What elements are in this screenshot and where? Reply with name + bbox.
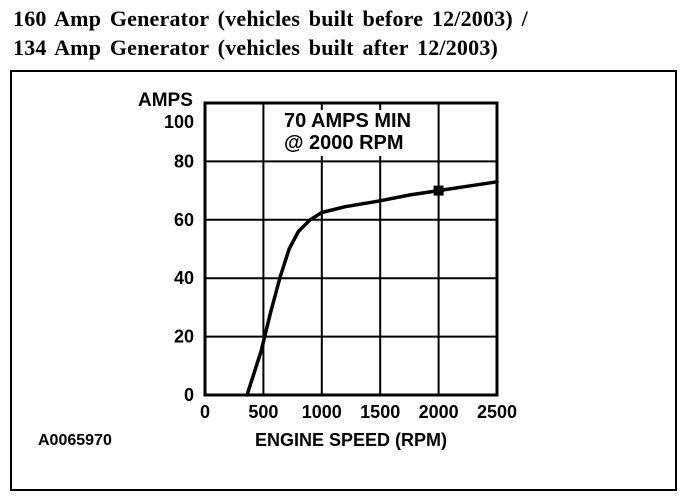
y-tick-label-80: 80 (174, 151, 194, 171)
y-tick-label-60: 60 (174, 210, 194, 230)
chart-annotation: 70 AMPS MIN @ 2000 RPM (278, 110, 418, 156)
x-tick-label-2500: 2500 (477, 402, 517, 422)
y-tick-label-40: 40 (174, 268, 194, 288)
x-tick-label-1000: 1000 (302, 402, 342, 422)
figure-title-line-1: 160 Amp Generator (vehicles built before… (13, 6, 528, 31)
y-tick-label-20: 20 (174, 327, 194, 347)
x-tick-label-500: 500 (248, 402, 278, 422)
x-tick-label-1500: 1500 (360, 402, 400, 422)
plot-border (203, 101, 499, 397)
y-tick-label-100: 100 (164, 112, 194, 132)
reference-point-marker (433, 185, 444, 196)
series-line-0 (245, 180, 499, 397)
y-tick-label-0: 0 (184, 385, 194, 405)
y-axis-title: AMPS (138, 90, 193, 111)
generator-output-chart: 0 500 1000 1500 2000 2500 0 20 40 60 80 100 (164, 101, 517, 422)
figure-title-line-2: 134 Amp Generator (vehicles built after … (13, 35, 499, 60)
figure-title: 160 Amp Generator (vehicles built before… (13, 4, 528, 62)
chart-frame: 0 500 1000 1500 2000 2500 0 20 40 60 80 100 AMPS 70… (10, 70, 677, 491)
x-axis-title: ENGINE SPEED (RPM) (254, 430, 448, 450)
x-tick-label-0: 0 (200, 402, 210, 422)
figure-code: A0065970 (38, 432, 112, 449)
x-tick-label-2000: 2000 (419, 402, 459, 422)
